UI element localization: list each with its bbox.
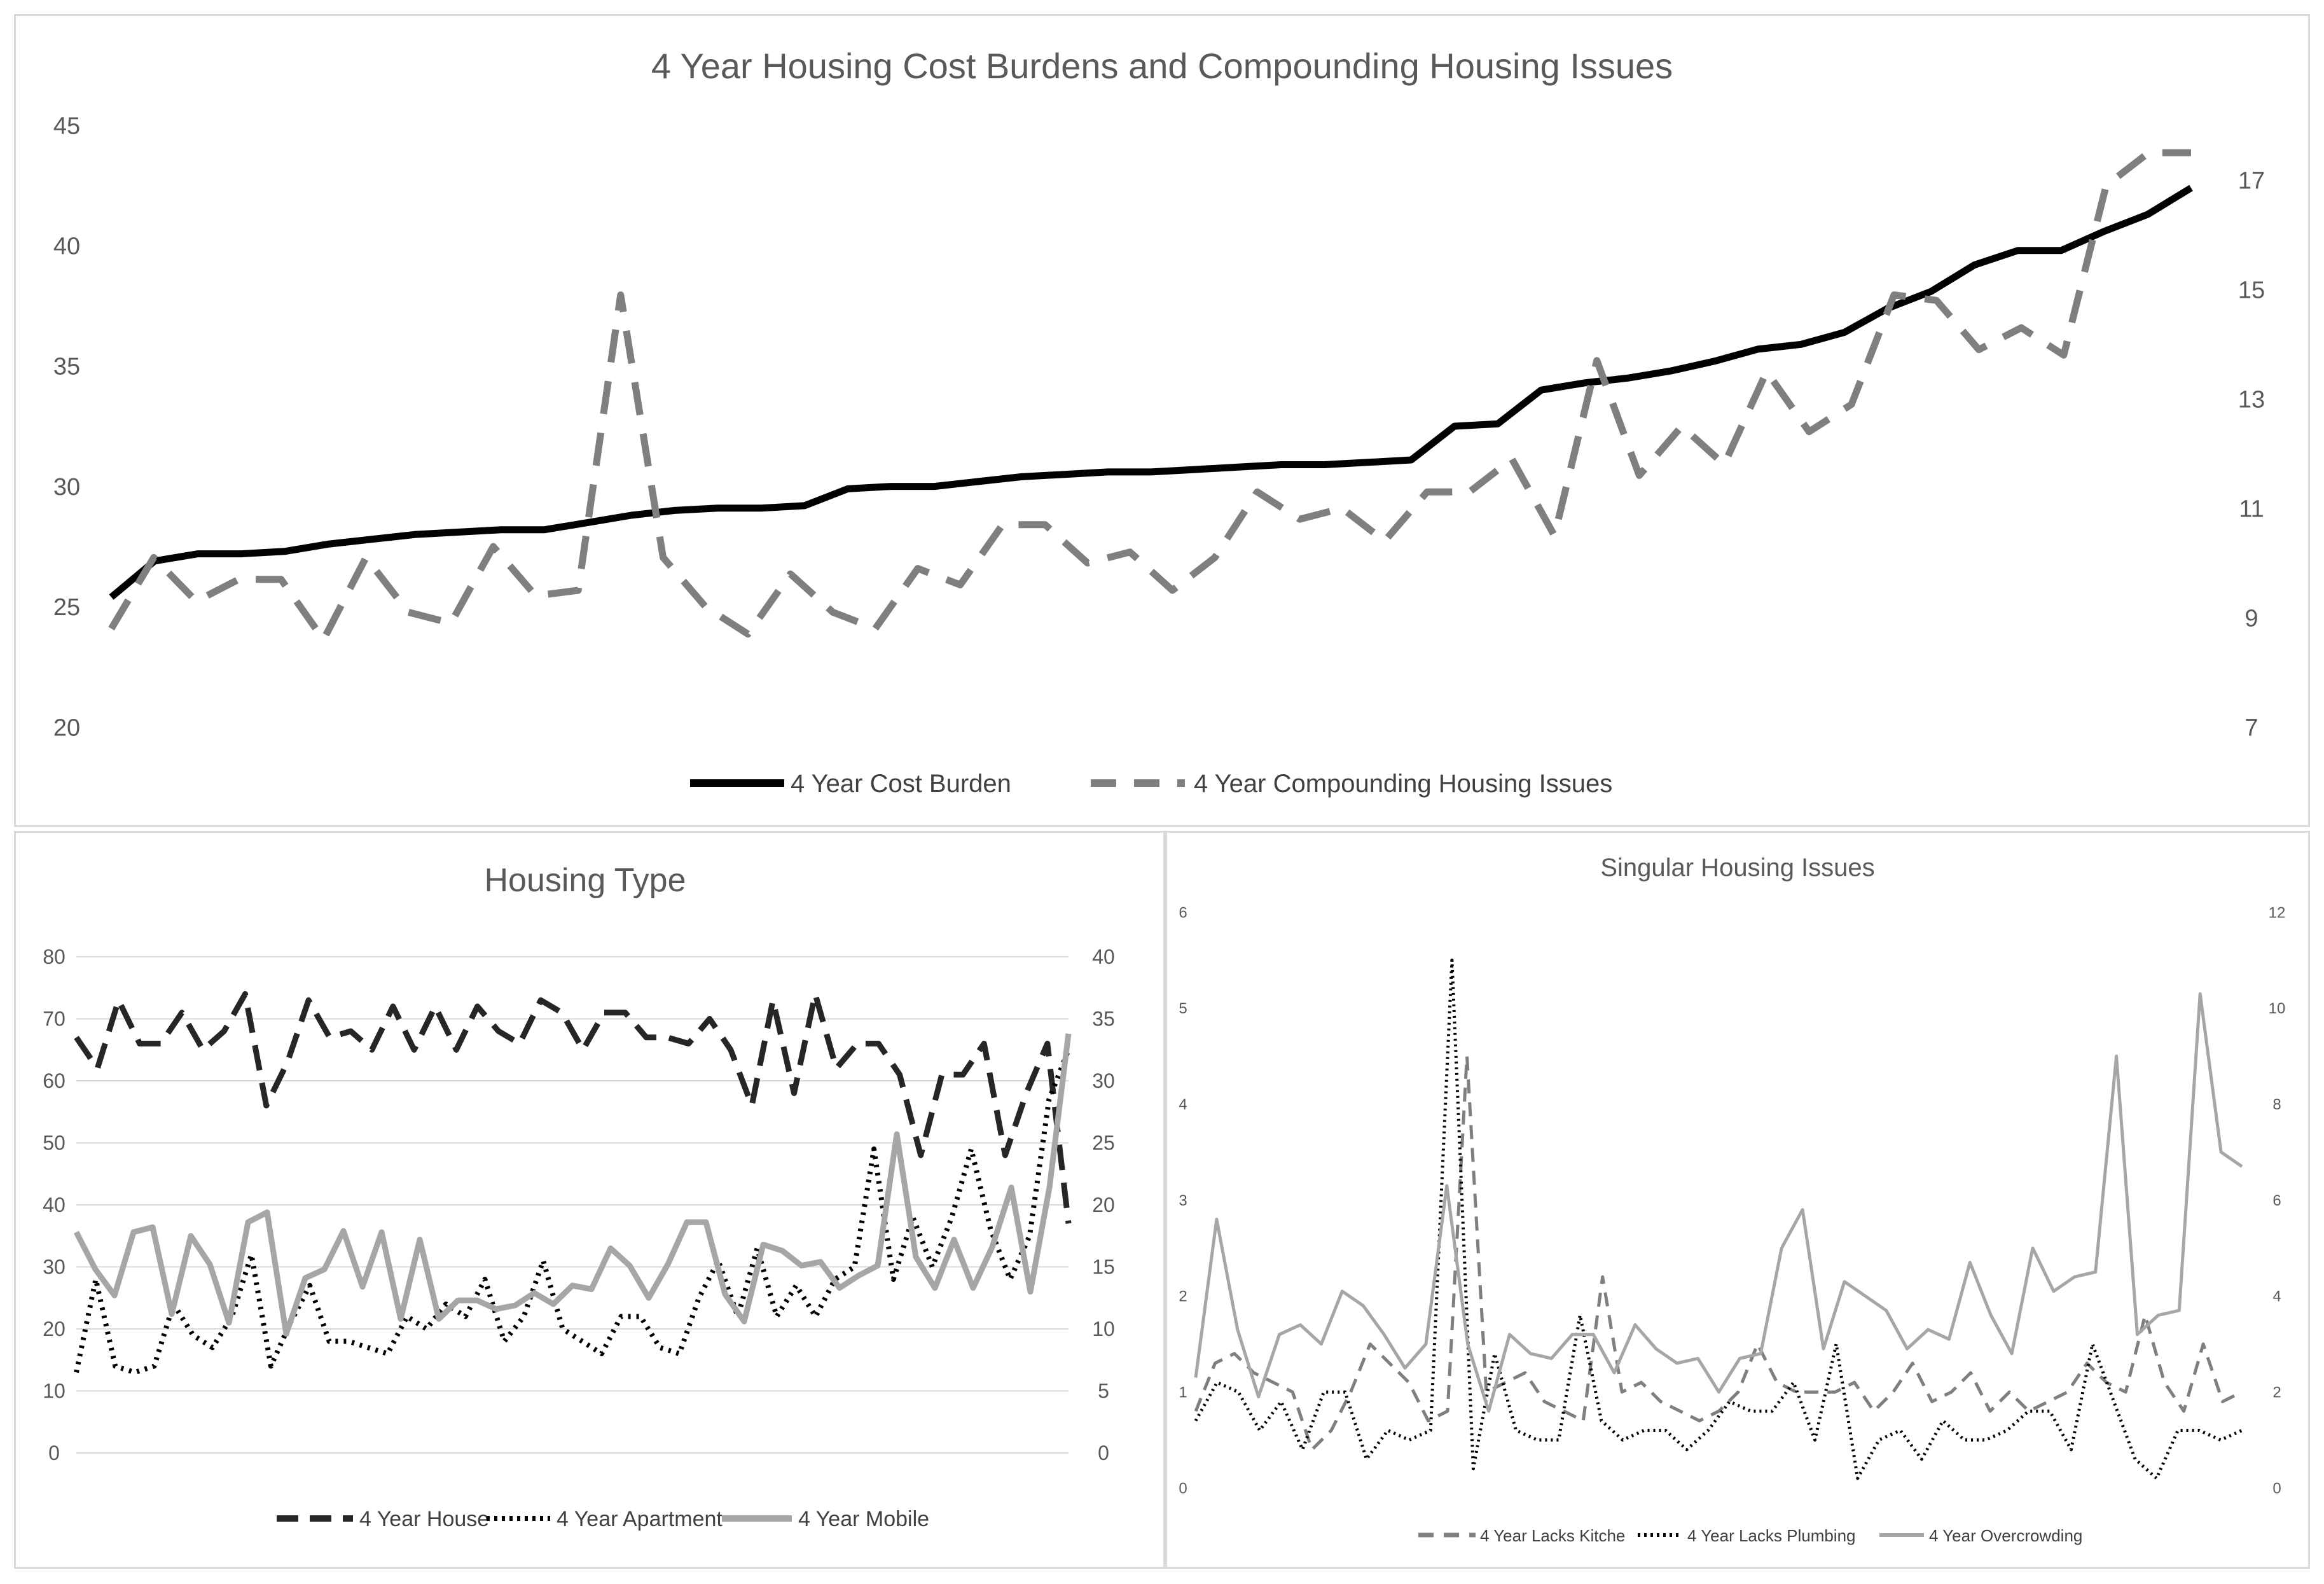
y-right-tick-label: 15 bbox=[2238, 277, 2265, 303]
y-left-tick-label: 6 bbox=[1179, 904, 1187, 921]
y-right-tick-label: 15 bbox=[1092, 1256, 1115, 1279]
y-right-tick-label: 0 bbox=[2272, 1480, 2281, 1497]
series-line-4-year-house bbox=[74, 991, 1072, 1224]
legend-label-mobile: 4 Year Mobile bbox=[798, 1507, 929, 1531]
y-left-tick-label: 30 bbox=[53, 474, 80, 501]
y-right-tick-label: 10 bbox=[2269, 1000, 2286, 1017]
legend: 4 Year Lacks Kitche 4 Year Lacks Plumbin… bbox=[1418, 1526, 2082, 1545]
y-left-tick-label: 45 bbox=[53, 113, 80, 139]
series-line-4-year-overcrowding bbox=[1194, 992, 2243, 1413]
series-line-4-year-apartment bbox=[74, 1048, 1071, 1375]
y-left-tick-label: 2 bbox=[1179, 1288, 1187, 1305]
y-right-tick-label: 40 bbox=[1092, 945, 1115, 968]
plot-area: 20 25 30 35 40 45 7 9 11 13 15 17 bbox=[53, 113, 2265, 741]
chart-title: 4 Year Housing Cost Burdens and Compound… bbox=[651, 46, 1673, 86]
housing-type-chart-panel: Housing Type 0 10 20 30 40 50 60 70 80 0 5 10 15 20 25… bbox=[14, 831, 1165, 1569]
y-right-tick-label: 8 bbox=[2272, 1096, 2281, 1113]
plot-area: 0 10 20 30 40 50 60 70 80 0 5 10 15 20 25 30 35 40 bbox=[43, 945, 1115, 1464]
y-right-tick-label: 17 bbox=[2238, 167, 2265, 194]
y-right-tick-label: 4 bbox=[2272, 1288, 2281, 1305]
y-right-tick-label: 5 bbox=[1098, 1380, 1109, 1403]
singular-issues-chart-panel: Singular Housing Issues 0 1 2 3 4 5 6 0 2 4 6 8 10 12… bbox=[1165, 831, 2310, 1569]
y-left-tick-label: 3 bbox=[1179, 1192, 1187, 1209]
legend: 4 Year House 4 Year Apartment 4 Year Mob… bbox=[277, 1507, 929, 1531]
y-left-tick-label: 25 bbox=[53, 594, 80, 621]
y-left-tick-label: 30 bbox=[43, 1256, 66, 1279]
series-line-4-year-lacks-plumbing bbox=[1194, 958, 2243, 1480]
singular-issues-chart: Singular Housing Issues 0123456024681012… bbox=[1179, 854, 2285, 1545]
y-left-tick-label: 80 bbox=[43, 945, 66, 968]
y-right-tick-label: 11 bbox=[2239, 496, 2264, 522]
series-line-4-year-lacks-kitche bbox=[1194, 1054, 2243, 1452]
y-left-tick-label: 40 bbox=[43, 1193, 66, 1216]
legend-label-house: 4 Year House bbox=[359, 1507, 489, 1531]
y-left-tick-label: 40 bbox=[53, 233, 80, 260]
y-left-tick-label: 4 bbox=[1179, 1096, 1187, 1113]
y-right-tick-label: 20 bbox=[1092, 1193, 1115, 1216]
y-left-tick-label: 10 bbox=[43, 1380, 66, 1403]
chart-title: Singular Housing Issues bbox=[1600, 854, 1874, 882]
y-left-tick-label: 5 bbox=[1179, 1000, 1187, 1017]
series-line-4-year-mobile bbox=[73, 1033, 1072, 1337]
legend-label-apartment: 4 Year Apartment bbox=[557, 1507, 723, 1531]
y-right-tick-label: 12 bbox=[2269, 904, 2286, 921]
y-left-tick-label: 35 bbox=[53, 354, 80, 380]
y-right-tick-label: 10 bbox=[1092, 1317, 1115, 1340]
y-right-tick-label: 9 bbox=[2244, 605, 2258, 632]
y-right-tick-label: 25 bbox=[1092, 1132, 1115, 1155]
legend-label-compounding-issues: 4 Year Compounding Housing Issues bbox=[1194, 770, 1612, 798]
y-left-tick-label: 20 bbox=[43, 1317, 66, 1340]
y-right-tick-label: 30 bbox=[1092, 1069, 1115, 1092]
y-left-tick-label: 0 bbox=[1179, 1480, 1187, 1497]
cost-burden-chart: 4 Year Housing Cost Burdens and Compound… bbox=[53, 46, 2265, 798]
y-left-tick-label: 70 bbox=[43, 1008, 66, 1031]
chart-title: Housing Type bbox=[484, 862, 686, 899]
y-right-tick-label: 2 bbox=[2272, 1384, 2281, 1401]
y-right-tick-label: 6 bbox=[2272, 1192, 2281, 1209]
y-left-tick-label: 1 bbox=[1179, 1384, 1187, 1401]
y-left-tick-label: 20 bbox=[53, 714, 80, 741]
legend-label-cost-burden: 4 Year Cost Burden bbox=[791, 770, 1011, 798]
series-line-4-year-cost-burden bbox=[109, 184, 2193, 600]
y-left-tick-label: 60 bbox=[43, 1069, 66, 1092]
y-right-tick-label: 7 bbox=[2244, 714, 2258, 741]
legend-label-lacks-kitchen: 4 Year Lacks Kitche bbox=[1480, 1526, 1625, 1545]
legend-label-overcrowding: 4 Year Overcrowding bbox=[1929, 1526, 2082, 1545]
housing-type-chart: Housing Type 0 10 20 30 40 50 60 70 80 0 5 10 15 20 25… bbox=[43, 862, 1115, 1531]
y-left-tick-label: 50 bbox=[43, 1132, 66, 1155]
cost-burden-chart-panel: 4 Year Housing Cost Burdens and Compound… bbox=[14, 14, 2310, 827]
y-right-tick-label: 13 bbox=[2238, 386, 2265, 413]
legend: 4 Year Cost Burden 4 Year Compounding Ho… bbox=[690, 770, 1612, 798]
legend-label-lacks-plumbing: 4 Year Lacks Plumbing bbox=[1687, 1526, 1856, 1545]
y-right-tick-label: 35 bbox=[1092, 1008, 1115, 1031]
y-left-tick-label: 0 bbox=[48, 1442, 60, 1464]
series-line-4-year-compounding-housing-issues bbox=[108, 149, 2191, 643]
y-right-tick-label: 0 bbox=[1098, 1442, 1109, 1464]
